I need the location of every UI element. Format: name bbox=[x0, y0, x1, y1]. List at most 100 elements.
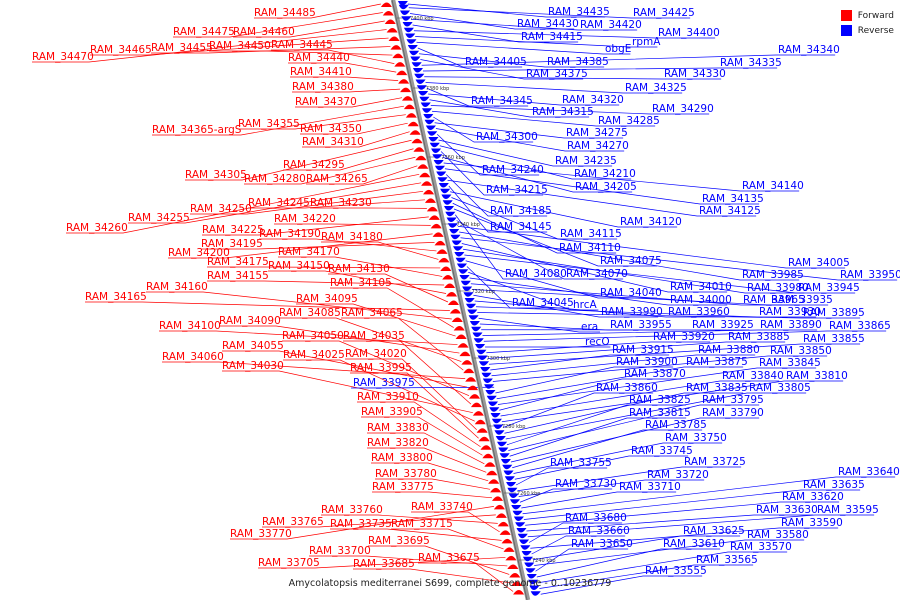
reverse-gene-feature bbox=[455, 257, 466, 263]
reverse-gene-feature bbox=[444, 206, 455, 211]
forward-gene-label: RAM_33705 bbox=[258, 557, 320, 569]
forward-gene-feature bbox=[484, 462, 496, 467]
reverse-gene-label: RAM_34300 bbox=[476, 131, 538, 143]
reverse-gene-feature bbox=[494, 430, 505, 435]
forward-gene-label: RAM_34090 bbox=[219, 315, 281, 327]
reverse-gene-label: RAM_33900 bbox=[616, 356, 678, 368]
reverse-connector bbox=[512, 429, 703, 469]
reverse-gene-feature bbox=[434, 165, 445, 171]
reverse-gene-feature bbox=[436, 171, 447, 176]
reverse-gene-label: RAM_33845 bbox=[759, 357, 821, 369]
reverse-gene-label: RAM_34435 bbox=[548, 6, 610, 18]
reverse-gene-label: RAM_34045 bbox=[512, 297, 574, 309]
forward-gene-feature bbox=[486, 470, 498, 476]
reverse-gene-feature bbox=[488, 401, 499, 406]
reverse-gene-label: RAM_33565 bbox=[696, 554, 758, 566]
reverse-gene-label: RAM_33790 bbox=[702, 407, 764, 419]
forward-gene-label: RAM_34260 bbox=[66, 222, 128, 234]
reverse-gene-label: RAM_34275 bbox=[566, 127, 628, 139]
reverse-connector bbox=[416, 41, 631, 55]
forward-connector bbox=[309, 555, 508, 567]
forward-gene-label: RAM_34350 bbox=[300, 123, 362, 135]
reverse-gene-label: RAM_34415 bbox=[521, 31, 583, 43]
forward-gene-label: RAM_34160 bbox=[146, 281, 208, 293]
forward-connector bbox=[282, 340, 470, 396]
forward-gene-feature bbox=[451, 317, 463, 323]
reverse-connector bbox=[447, 179, 757, 217]
forward-gene-feature bbox=[380, 2, 392, 7]
reverse-connector bbox=[350, 386, 495, 389]
forward-connector bbox=[300, 122, 408, 135]
reverse-gene-feature bbox=[462, 286, 473, 291]
forward-gene-feature bbox=[434, 240, 446, 246]
reverse-gene-feature bbox=[425, 125, 436, 130]
forward-gene-feature bbox=[401, 96, 413, 101]
forward-gene-label: RAM_34095 bbox=[296, 293, 358, 305]
reverse-gene-label: RAM_33595 bbox=[817, 504, 879, 516]
reverse-gene-label: RAM_33925 bbox=[692, 319, 754, 331]
reverse-gene-feature bbox=[427, 131, 438, 136]
reverse-gene-label: RAM_34010 bbox=[670, 281, 732, 293]
reverse-gene-feature bbox=[489, 407, 500, 412]
reverse-gene-label: RAM_33870 bbox=[624, 368, 686, 380]
reverse-gene-label: RAM_33755 bbox=[550, 457, 612, 469]
reverse-gene-feature bbox=[510, 499, 521, 504]
reverse-connector bbox=[518, 479, 705, 497]
reverse-gene-feature bbox=[526, 574, 537, 579]
reverse-gene-label: RAM_34210 bbox=[574, 168, 636, 180]
forward-gene-label: RAM_34165 bbox=[85, 291, 147, 303]
reverse-gene-feature bbox=[449, 229, 460, 234]
forward-gene-feature bbox=[511, 581, 523, 586]
reverse-gene-feature bbox=[460, 280, 471, 286]
reverse-gene-label: RAM_33720 bbox=[647, 469, 709, 481]
reverse-gene-label: RAM_34005 bbox=[788, 257, 850, 269]
forward-connector bbox=[368, 545, 510, 575]
forward-gene-label: RAM_34460 bbox=[233, 26, 295, 38]
reverse-gene-label: RAM_34135 bbox=[702, 193, 764, 205]
forward-connector bbox=[361, 416, 483, 456]
reverse-connector bbox=[434, 122, 624, 139]
reverse-connector bbox=[413, 30, 716, 39]
reverse-gene-label: RAM_33980 bbox=[747, 282, 809, 294]
reverse-connector bbox=[499, 378, 682, 411]
reverse-gene-feature bbox=[517, 533, 528, 539]
forward-gene-label: RAM_34180 bbox=[321, 231, 383, 243]
forward-gene-label: RAM_34470 bbox=[32, 51, 94, 63]
forward-gene-feature bbox=[455, 334, 467, 340]
reverse-connector bbox=[526, 514, 814, 532]
reverse-connector bbox=[488, 343, 861, 365]
forward-gene-label: RAM_34370 bbox=[295, 96, 357, 108]
forward-gene-label: RAM_33770 bbox=[230, 528, 292, 540]
forward-gene-feature bbox=[442, 274, 454, 280]
forward-gene-label: RAM_33715 bbox=[391, 518, 453, 530]
reverse-gene-label: RAM_34285 bbox=[598, 115, 660, 127]
forward-connector bbox=[190, 190, 424, 215]
reverse-swatch bbox=[840, 25, 852, 36]
forward-gene-feature bbox=[407, 121, 419, 127]
forward-gene-label: RAM_34295 bbox=[283, 159, 345, 171]
forward-gene-label: RAM_34105 bbox=[330, 277, 392, 289]
axis-line bbox=[390, 0, 531, 600]
reverse-connector bbox=[482, 329, 818, 336]
forward-connector bbox=[207, 266, 441, 269]
reverse-gene-label: RAM_33680 bbox=[565, 512, 627, 524]
reverse-connector bbox=[428, 93, 620, 106]
reverse-gene-feature bbox=[433, 160, 444, 165]
reverse-connector bbox=[460, 237, 898, 281]
reverse-connector bbox=[426, 87, 529, 107]
forward-gene-feature bbox=[459, 351, 471, 357]
forward-gene-label: RAM_34305 bbox=[185, 169, 247, 181]
forward-connector bbox=[375, 478, 491, 490]
reverse-connector bbox=[450, 191, 678, 228]
reverse-gene-feature bbox=[458, 269, 469, 274]
scale-tick-label: 7340 kbp bbox=[456, 222, 480, 228]
reverse-gene-feature bbox=[530, 591, 541, 596]
reverse-gene-feature bbox=[422, 108, 433, 113]
reverse-gene-feature bbox=[440, 188, 451, 194]
reverse-gene-feature bbox=[480, 367, 491, 372]
reverse-gene-feature bbox=[503, 470, 514, 475]
forward-gene-feature bbox=[400, 87, 412, 93]
reverse-gene-label: RAM_33955 bbox=[610, 319, 672, 331]
forward-gene-feature bbox=[507, 564, 519, 569]
reverse-connector bbox=[506, 404, 687, 446]
